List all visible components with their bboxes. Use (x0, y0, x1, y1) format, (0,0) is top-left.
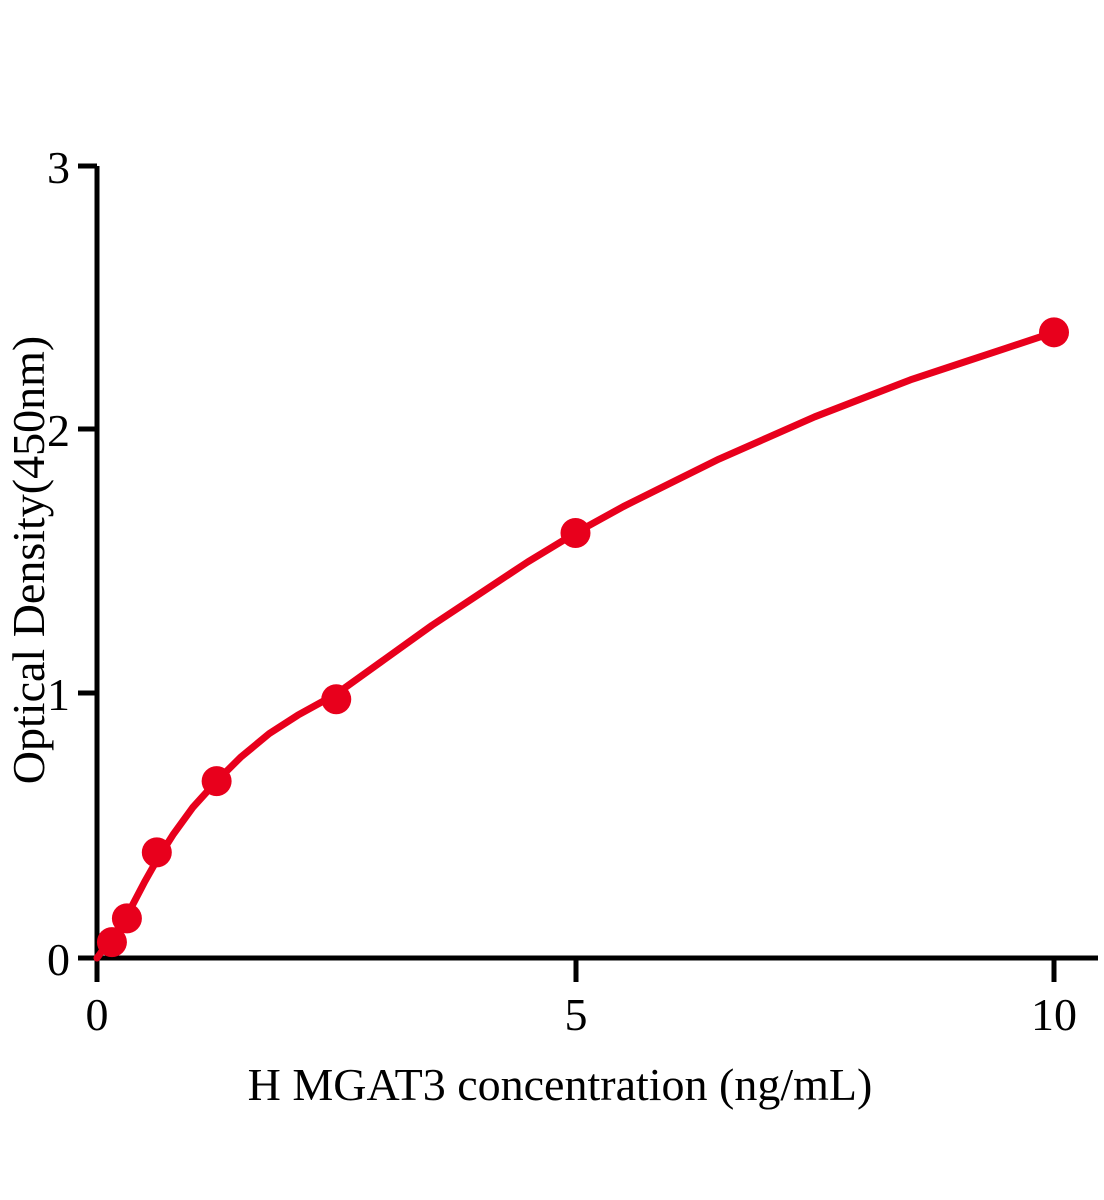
y-tick-label-0: 0 (47, 934, 70, 985)
y-axis-title: Optical Density(450nm) (3, 336, 54, 784)
data-point (141, 837, 172, 868)
y-axis-tick-labels: 3 2 1 0 (47, 142, 70, 985)
y-tick-label-1: 1 (47, 669, 70, 720)
data-point-group (96, 317, 1069, 958)
x-tick-label-10: 10 (1031, 989, 1077, 1040)
x-axis-title: H MGAT3 concentration (ng/mL) (248, 1059, 873, 1110)
x-axis-ticks (94, 958, 1057, 982)
x-tick-label-0: 0 (86, 989, 109, 1040)
data-point (560, 517, 591, 548)
data-point (111, 903, 142, 934)
fit-curve (93, 328, 1058, 962)
data-point (96, 927, 127, 958)
data-point (1039, 317, 1069, 348)
y-tick-label-3: 3 (47, 142, 70, 193)
data-point (321, 684, 352, 715)
x-axis-tick-labels: 0 5 10 (86, 989, 1078, 1040)
data-point (201, 766, 232, 797)
y-tick-label-2: 2 (47, 405, 70, 456)
x-tick-label-5: 5 (565, 989, 588, 1040)
